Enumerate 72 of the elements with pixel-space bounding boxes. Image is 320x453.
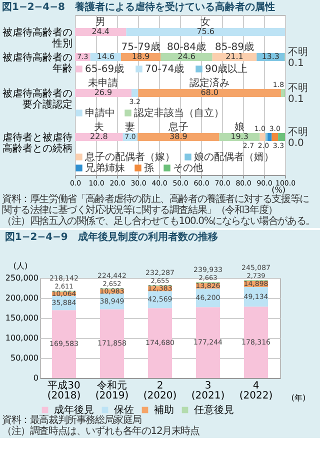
data-label: 24.4 [92, 27, 110, 36]
bar [148, 308, 172, 378]
data-label: 18.9 [132, 52, 150, 61]
legend-label: その他 [173, 162, 203, 174]
x-tick-label: 4 (2022) [239, 380, 273, 402]
legend-label: 申請中 [85, 107, 115, 119]
legend-label: 成年後見 [54, 404, 94, 416]
data-label: 0.0 [288, 138, 304, 149]
legend-label: 補助 [154, 404, 174, 416]
y-tick-label: 虐待者と被虐待高齢者との続柄 [2, 132, 72, 154]
series-label: 息子 [167, 121, 188, 133]
y-tick-label: 150,000 [5, 314, 38, 322]
x-axis-title: (年) [291, 394, 306, 402]
data-label: 21.1 [226, 52, 244, 61]
bar [100, 309, 124, 378]
legend-label: 保佐 [114, 405, 134, 416]
y-tick-label: 被虐待高齢者の年齢 [2, 52, 72, 74]
legend-label: 65-69歳 [85, 63, 124, 75]
y-tick-label: 0 [33, 374, 38, 382]
x-tick-label: 2 (2020) [143, 380, 177, 402]
series-label: 認定済み [190, 77, 230, 89]
text: （注）四捨五入の関係で、足し合わせても100.0%にならない場合がある。 [2, 216, 316, 227]
bar [52, 310, 76, 378]
text: 資料：厚生労働省「高齢者虐待の防止、高齢者の養護者に対する支援等に関する法律に基づく対応状況等に関する調査結果」（令和3年度） [2, 194, 310, 216]
data-label: 24.6 [178, 52, 196, 61]
series-label: 75-79歳 [121, 41, 160, 53]
chart-title: 図1−2−4−9 成年後見制度の利用者数の推移 [4, 231, 218, 243]
legend-label: 任意後見 [193, 404, 234, 416]
legend-label: 認定非該当（自立） [134, 107, 224, 119]
data-label: 68.0 [200, 88, 219, 97]
legend-label: 70-74歳 [145, 63, 184, 75]
series-label: 娘 [234, 121, 245, 133]
x-tick-label: 平成30 (2018) [47, 380, 81, 402]
y-tick-label: 250,000 [5, 274, 38, 282]
series-label: 妻 [125, 121, 136, 133]
series-label: 夫 [94, 121, 104, 133]
data-label: 0.1 [288, 58, 304, 69]
data-label: 38.9 [170, 132, 188, 141]
legend-label: 娘の配偶者（婿） [194, 151, 274, 163]
data-label: 75.6 [196, 27, 215, 36]
text: （注）調査時点は、いずれも各年の12月末時点 [2, 426, 200, 437]
series-label: 不明 [288, 47, 308, 58]
series-label: 不明 [288, 83, 308, 94]
y-tick-label: 被虐待高齢者の要介護認定 [2, 88, 72, 110]
y-tick-label: 100,000 [5, 334, 38, 342]
x-tick-label: 3 (2021) [191, 380, 225, 402]
data-label: 26.9 [94, 88, 112, 97]
series-label: 80-84歳 [166, 41, 206, 53]
legend-label: 兄弟姉妹 [85, 162, 125, 174]
data-label: 22.8 [90, 132, 108, 141]
bar [196, 307, 220, 378]
data-label: 13.3 [262, 52, 280, 61]
series-label: 85-89歳 [214, 41, 254, 53]
legend-label: 90歳以上 [205, 63, 248, 75]
data-label: 14.6 [96, 52, 115, 61]
x-axis-title: (%) [272, 186, 286, 194]
series-label: 男 [96, 17, 106, 28]
y-tick-label: 被虐待高齢者の性別 [2, 26, 72, 50]
text: 資料：最高裁判所事務総局家庭局 [2, 415, 143, 426]
legend-label: 孫 [144, 162, 154, 174]
series-label: 未申請 [88, 77, 118, 89]
bar [244, 306, 268, 378]
text: 不明 [288, 127, 308, 138]
data-label: 0.1 [288, 94, 304, 105]
y-tick-label: 50,000 [10, 354, 38, 362]
data-label: 19.3 [230, 132, 248, 141]
x-tick-label: 令和元 (2019) [95, 380, 129, 402]
y-axis-title: (人) [13, 262, 28, 270]
chart-title: 図1−2−4−8 養護者による虐待を受けている高齢者の属性 [2, 1, 275, 13]
series-label: 女 [200, 16, 211, 28]
y-tick-label: 200,000 [5, 294, 38, 302]
legend-label: 息子の配偶者（嫁） [84, 151, 175, 163]
